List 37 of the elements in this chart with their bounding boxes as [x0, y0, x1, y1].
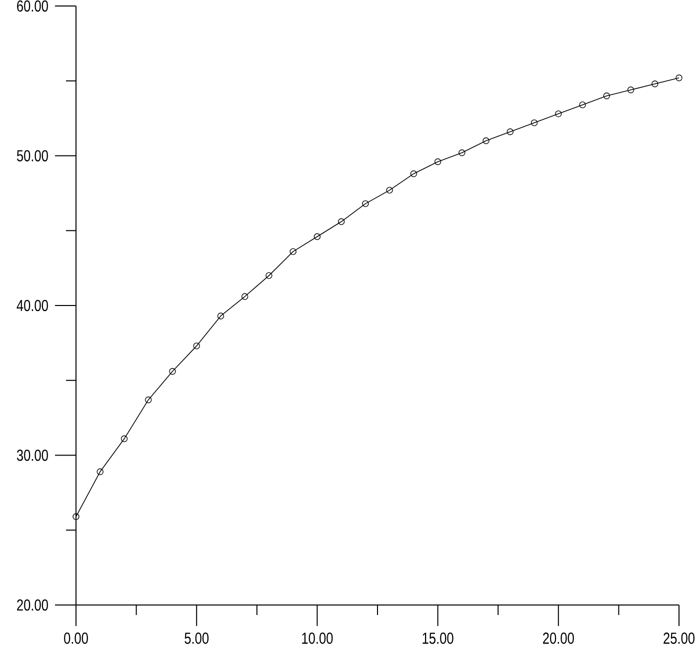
- point: [627, 86, 634, 94]
- point: [72, 513, 80, 520]
- y-tick-label: 50.00: [16, 150, 48, 162]
- x-tick-label: 10.00: [302, 632, 333, 644]
- point: [482, 137, 490, 144]
- y-tick-label: 40.00: [16, 300, 48, 312]
- x-tick-label: 25.00: [664, 632, 695, 644]
- x-tick-label: 20.00: [543, 632, 574, 644]
- y-tick-label: 60.00: [17, 0, 48, 12]
- point: [410, 170, 418, 178]
- y-tick-label: 20.00: [17, 599, 48, 611]
- point: [362, 200, 369, 208]
- point: [458, 149, 466, 156]
- point: [120, 435, 128, 442]
- x-tick-label: 0.00: [64, 632, 88, 644]
- point: [96, 468, 104, 476]
- point: [290, 248, 296, 255]
- point: [266, 272, 272, 279]
- point: [506, 128, 514, 136]
- y-tick-label: 30.00: [16, 450, 48, 461]
- x-tick-label: 5.00: [184, 632, 209, 644]
- point: [603, 92, 610, 100]
- point: [434, 158, 442, 166]
- point: [241, 293, 248, 300]
- point: [579, 101, 586, 108]
- point: [193, 342, 200, 350]
- point: [145, 396, 152, 404]
- point: [217, 312, 224, 320]
- point: [386, 186, 393, 194]
- point: [314, 233, 321, 240]
- point: [652, 80, 658, 88]
- point: [555, 110, 562, 118]
- point: [530, 119, 538, 126]
- x-tick-label: 15.00: [422, 632, 454, 644]
- point: [169, 368, 176, 375]
- point: [338, 218, 345, 225]
- point: [676, 74, 682, 82]
